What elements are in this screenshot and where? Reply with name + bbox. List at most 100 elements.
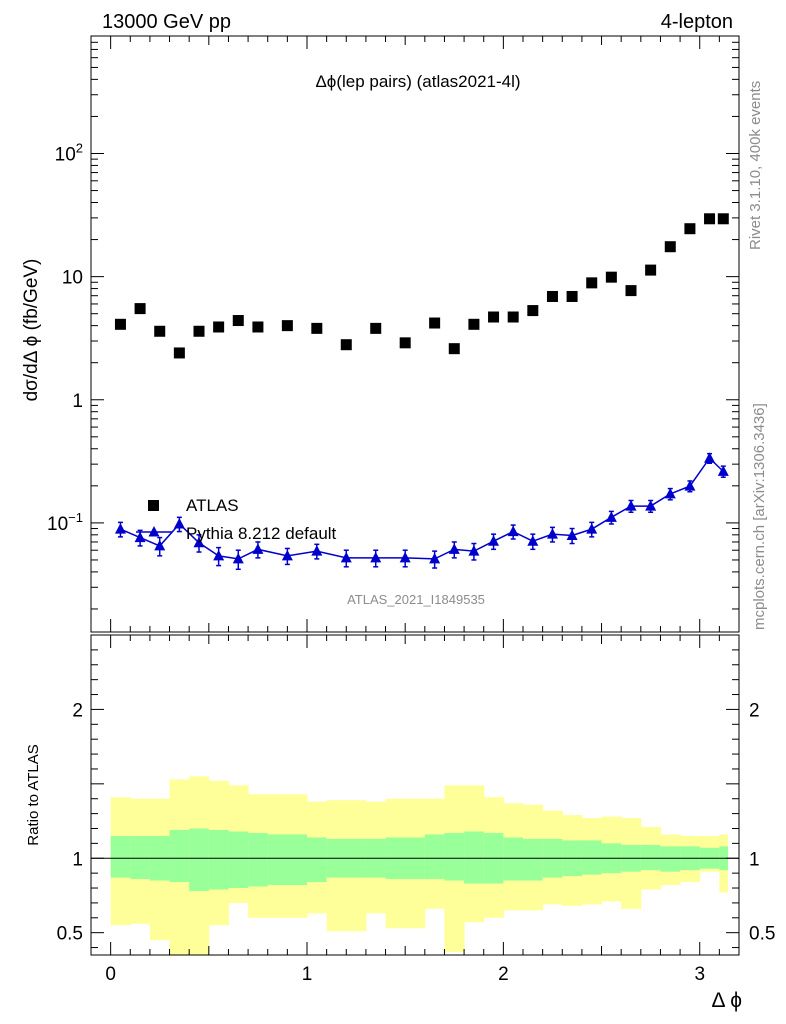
mc-point [625,500,637,511]
mc-point [586,523,598,534]
atlas-point [605,271,617,283]
mc-point [114,523,126,534]
main-y-label: dσ/dΔ ϕ (fb/GeV) [21,259,42,402]
inner-band-bin [581,840,603,875]
mc-point [370,551,382,563]
atlas-point [252,321,264,333]
mc-point [605,511,617,522]
atlas-point [566,290,578,302]
atlas-point [134,303,146,315]
mc-point [684,480,696,491]
mc-point [340,551,352,563]
x-tick-label: 0 [105,964,116,985]
mc-point [134,531,146,543]
mc-point [717,465,729,476]
atlas-point [507,311,519,323]
atlas-point [429,317,441,329]
mc-point [399,551,411,563]
ratio-y-tick-label: 1 [72,849,83,870]
atlas-point [399,337,411,349]
x-tick-label: 3 [694,964,705,985]
atlas-point [625,285,637,297]
inner-band-bin [307,837,328,883]
mc-point [281,549,293,561]
atlas-point [664,241,676,253]
legend-mc-label: Pythia 8.212 default [186,524,337,543]
ratio-y-tick-label-right: 0.5 [749,924,775,945]
header: 13000 GeV pp 4-lepton Δϕ(lep pairs) (atl… [102,11,733,91]
plot-title: Δϕ(lep pairs) (atlas2021-4l) [315,72,520,91]
mc-point [488,535,500,546]
atlas-point [684,223,696,235]
main-panel: ATLAS_2021_I1849535 ATLAS Pythia 8.212 de… [21,35,740,633]
rivet-label: Rivet 3.1.10, 400k events [747,81,764,250]
header-right: 4-lepton [661,11,733,33]
legend-atlas-marker [148,500,159,511]
watermark: ATLAS_2021_I1849535 [347,592,485,607]
mc-point [566,529,578,541]
inner-band-bin [640,844,661,871]
mc-point [507,525,519,537]
mc-point [448,543,460,554]
atlas-point [340,339,352,351]
mc-point [311,545,323,556]
legend-atlas-label: ATLAS [186,496,239,515]
mc-point [704,452,716,463]
atlas-point [232,315,244,327]
main-marks [114,213,729,571]
mc-point [252,543,264,554]
atlas-point [193,325,205,337]
mc-point [193,536,205,548]
inner-band-bin [189,828,210,891]
main-y-tick-label: 10−1 [47,510,83,535]
inner-band-bin [228,831,249,889]
atlas-point [717,213,729,225]
mc-point [664,487,676,499]
atlas-point [527,305,539,317]
inner-band-bin [444,832,465,881]
inner-band-bin [110,835,131,878]
atlas-point [468,318,480,330]
inner-band-bin [130,835,151,880]
atlas-point [281,320,293,332]
mc-point [468,545,480,556]
mc-point [173,517,185,529]
main-y-tick-label: 1 [72,391,83,412]
ratio-y-tick-label-right: 2 [749,700,760,721]
atlas-point [114,318,126,330]
mcplots-label: mcplots.cern.ch [arXiv:1306.3436] [751,403,768,630]
mc-point [154,539,166,551]
mc-point [527,535,539,546]
legend-mc-marker [148,526,160,537]
legend: ATLAS Pythia 8.212 default [136,496,337,543]
inner-band-bin [464,831,485,884]
x-axis-label: Δ ϕ [712,989,742,1012]
inner-band-bin [248,832,269,887]
inner-band-bin [424,834,445,880]
side-labels: Rivet 3.1.10, 400k events mcplots.cern.c… [747,81,768,630]
inner-band-bin [169,829,190,883]
x-tick-label: 1 [302,964,313,985]
inner-band-bin [523,838,544,881]
atlas-point [645,264,657,276]
mc-point [429,552,441,564]
mc-point [213,549,225,561]
header-left: 13000 GeV pp [102,11,231,33]
atlas-point [448,343,460,355]
main-y-tick-label: 10 [62,268,83,289]
x-tick-label: 2 [498,964,509,985]
atlas-point [173,347,185,359]
ratio-bands [110,776,729,955]
main-y-tick-label: 102 [55,140,83,165]
atlas-point [311,322,323,334]
ratio-y-label: Ratio to ATLAS [25,744,42,845]
atlas-point [546,290,558,302]
main-frame [90,35,740,633]
ratio-y-tick-label: 2 [72,700,83,721]
mc-point [232,552,244,564]
atlas-point [586,277,598,289]
mc-point [546,528,558,539]
atlas-point [704,213,716,225]
atlas-point [370,322,382,334]
